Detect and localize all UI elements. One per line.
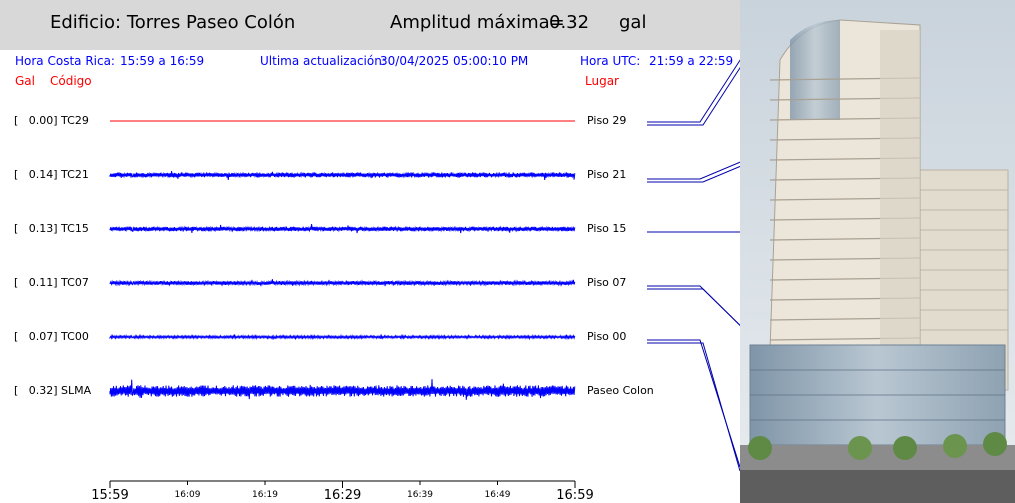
- building-title: Edificio: Torres Paseo Colón: [50, 12, 296, 33]
- local-time-label: Hora Costa Rica:: [15, 54, 115, 68]
- connector-piso00: [647, 339, 740, 468]
- channel-label-tc00: [ 0.07] TC00: [14, 330, 89, 343]
- time-tick-label: 16:19: [252, 490, 278, 500]
- gal-column-header: Gal: [15, 74, 35, 88]
- local-time-range: 15:59 a 16:59: [120, 54, 205, 68]
- channel-label-tc21: [ 0.14] TC21: [14, 168, 89, 181]
- trace-6: [109, 379, 576, 400]
- header-bar: Edificio: Torres Paseo Colón Amplitud má…: [0, 0, 740, 50]
- amplitude-unit: gal: [619, 12, 647, 33]
- place-label-piso00: Piso 00: [587, 330, 627, 343]
- utc-time-label: Hora UTC:: [580, 54, 641, 68]
- amplitude-value: 0.32: [549, 12, 590, 33]
- trace-3: [109, 224, 576, 234]
- place-label-piso15: Piso 15: [587, 222, 627, 235]
- time-axis-ticks: [109, 481, 576, 488]
- trace-4: [109, 279, 576, 287]
- time-tick-label: 16:59: [556, 488, 594, 503]
- time-tick-label: 16:29: [323, 488, 362, 503]
- update-value: 30/04/2025 05:00:10 PM: [380, 54, 529, 68]
- connector-piso21: [647, 154, 740, 180]
- trace-2: [109, 170, 576, 181]
- connector-piso07: [647, 285, 740, 343]
- trace-layer: [109, 120, 576, 400]
- time-tick-label: 16:49: [484, 490, 511, 500]
- channel-label-tc29: [ 0.00] TC29: [14, 114, 89, 127]
- floor-connector-lines: [647, 33, 740, 472]
- channel-label-slma: [ 0.32] SLMA: [14, 384, 92, 397]
- update-label: Ultima actualización:: [260, 54, 386, 68]
- channel-label-tc07: [ 0.11] TC07: [14, 276, 89, 289]
- time-tick-label: 15:59: [91, 488, 129, 503]
- place-column-header: Lugar: [585, 74, 619, 88]
- connector-piso07-b: [647, 288, 740, 346]
- utc-time-range: 21:59 a 22:59: [649, 54, 734, 68]
- time-tick-label: 16:39: [407, 490, 433, 500]
- code-column-header: Código: [50, 74, 92, 88]
- place-label-paseo-colon: Paseo Colon: [587, 384, 654, 397]
- connector-piso29: [647, 33, 740, 123]
- seismogram-panel: [109, 33, 740, 488]
- connector-piso29-b: [647, 36, 740, 126]
- place-label-piso29: Piso 29: [587, 114, 627, 127]
- time-tick-label: 16:09: [174, 490, 201, 500]
- connector-piso00-b: [647, 342, 740, 472]
- channel-label-tc15: [ 0.13] TC15: [14, 222, 89, 235]
- amplitude-label: Amplitud máxima=: [390, 12, 565, 33]
- place-label-piso21: Piso 21: [587, 168, 627, 181]
- connector-piso21-b: [647, 157, 740, 183]
- building-image: [740, 0, 1015, 503]
- place-label-piso07: Piso 07: [587, 276, 627, 289]
- trace-5: [109, 333, 576, 341]
